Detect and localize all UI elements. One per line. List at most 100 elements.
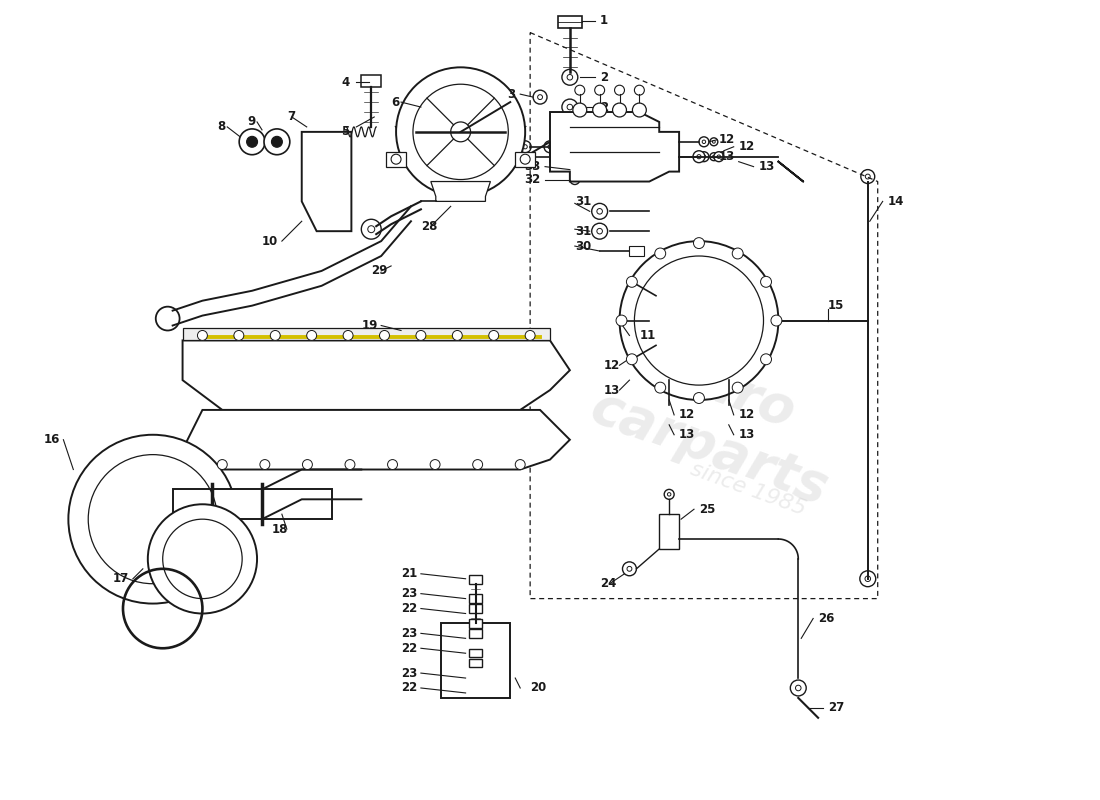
Text: 27: 27 [828,702,845,714]
Circle shape [760,276,771,287]
Text: 20: 20 [530,682,547,694]
Circle shape [307,330,317,341]
Text: 9: 9 [248,115,255,129]
Circle shape [562,99,578,115]
Circle shape [710,138,718,146]
Circle shape [515,459,525,470]
Bar [441,623,510,698]
Text: 16: 16 [44,434,59,446]
Polygon shape [173,490,331,519]
Text: 2: 2 [600,70,608,84]
Polygon shape [515,152,535,166]
Circle shape [771,315,782,326]
Circle shape [416,330,426,341]
Circle shape [302,459,312,470]
Bar [361,75,382,87]
Text: 13: 13 [603,383,619,397]
Circle shape [68,434,238,603]
Circle shape [654,382,666,393]
Text: 13: 13 [759,160,774,173]
Text: 12: 12 [739,408,755,422]
Circle shape [272,136,283,147]
Text: 31: 31 [575,225,591,238]
Circle shape [361,219,382,239]
Text: 25: 25 [698,502,715,516]
Text: 22: 22 [402,642,417,654]
Circle shape [790,680,806,696]
Polygon shape [550,112,679,182]
Text: 4: 4 [341,76,350,89]
Circle shape [626,276,637,287]
Text: 13: 13 [679,428,695,442]
Circle shape [619,241,779,400]
Text: 2: 2 [600,101,608,114]
Circle shape [525,330,535,341]
Circle shape [271,330,281,341]
Text: 3: 3 [507,88,515,101]
Text: 33: 33 [524,160,540,173]
Circle shape [693,393,704,403]
Text: 13: 13 [739,428,755,442]
Bar [558,16,582,28]
Circle shape [573,103,586,117]
Circle shape [861,170,875,183]
Text: 1: 1 [600,14,608,27]
Text: 23: 23 [402,627,417,640]
Text: 24: 24 [600,578,616,590]
Circle shape [616,315,627,326]
Polygon shape [469,649,483,658]
Circle shape [387,459,397,470]
Circle shape [733,248,744,259]
Bar [652,292,660,300]
Circle shape [345,459,355,470]
Polygon shape [301,132,351,231]
Circle shape [156,306,179,330]
Text: 26: 26 [818,612,835,625]
Circle shape [343,330,353,341]
Text: 31: 31 [575,195,591,208]
Text: 13: 13 [718,150,735,163]
Text: 12: 12 [718,134,735,146]
Text: 21: 21 [402,567,417,580]
Circle shape [570,174,580,185]
Circle shape [246,136,257,147]
Text: 12: 12 [603,358,619,372]
Text: 12: 12 [679,408,695,422]
Text: 19: 19 [361,319,377,332]
Polygon shape [469,619,483,628]
Bar [646,317,653,325]
Polygon shape [431,182,491,202]
Text: 28: 28 [421,220,438,233]
Circle shape [430,459,440,470]
Text: since 1985: since 1985 [689,459,810,519]
Circle shape [379,330,389,341]
Polygon shape [396,127,525,182]
Circle shape [396,67,525,197]
Circle shape [473,459,483,470]
Circle shape [488,330,498,341]
Text: 23: 23 [402,587,417,600]
Circle shape [632,103,647,117]
Circle shape [693,238,704,249]
Text: 22: 22 [402,682,417,694]
Circle shape [593,103,606,117]
Circle shape [570,165,580,174]
Polygon shape [469,629,483,638]
Circle shape [623,562,637,576]
Bar [724,373,734,380]
Text: 5: 5 [341,126,350,138]
Circle shape [592,203,607,219]
Circle shape [218,459,228,470]
Circle shape [147,504,257,614]
Circle shape [592,223,607,239]
Bar [652,342,660,350]
Bar [659,514,679,549]
Bar [629,246,645,256]
Polygon shape [183,329,550,341]
Circle shape [714,152,724,162]
Circle shape [860,571,876,586]
Circle shape [654,248,666,259]
Text: 11: 11 [639,329,656,342]
Circle shape [198,330,208,341]
Bar [469,574,483,584]
